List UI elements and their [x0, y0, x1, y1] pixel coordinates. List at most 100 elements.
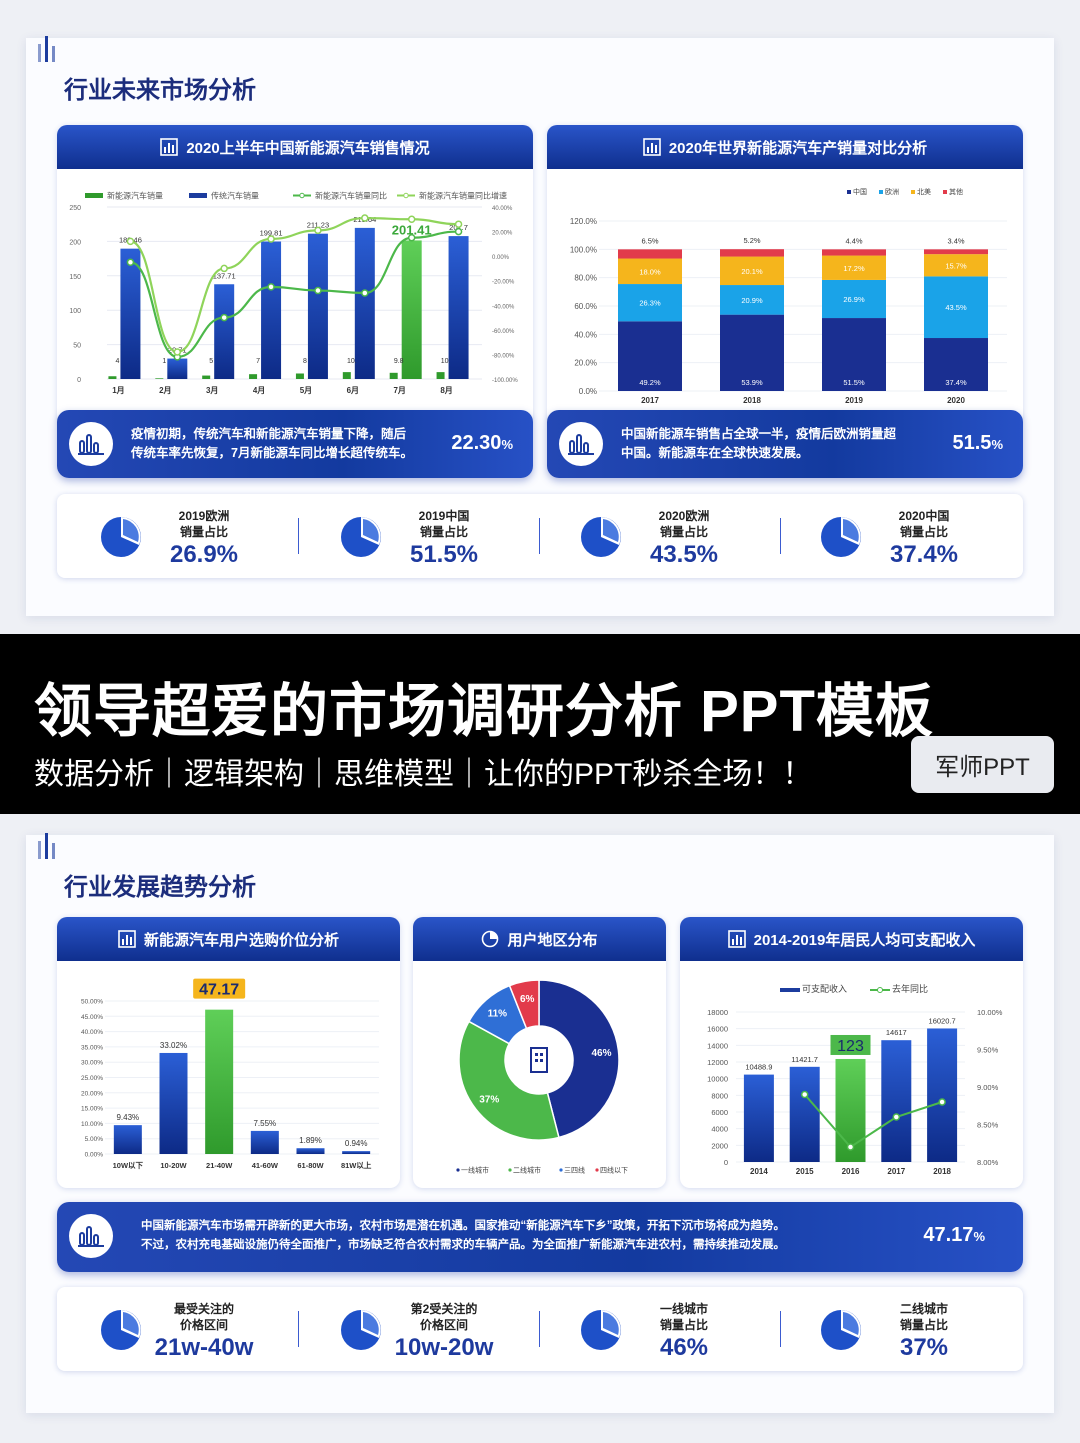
- bar-nev: [342, 372, 351, 379]
- y2-tick-label: 9.00%: [977, 1083, 999, 1092]
- stat-label: 第2受关注的: [410, 1302, 478, 1316]
- bar: [159, 1052, 188, 1154]
- insight-banner-right: 中国新能源车销售占全球一半，疫情后欧洲销量超 中国。新能源车在全球快速发展。 51…: [547, 410, 1023, 478]
- segment-label: 4.4%: [845, 236, 862, 245]
- y-tick-label: 50: [73, 343, 81, 350]
- panel-title: 2020上半年中国新能源汽车销售情况: [186, 139, 430, 157]
- insight-value: 22.30%: [451, 432, 513, 454]
- series-point: [361, 289, 369, 297]
- legend-label: 一线城市: [461, 1166, 489, 1175]
- x-tick-label: 2017: [641, 396, 659, 405]
- stat-card: 第2受关注的 价格区间 10w-20w: [297, 1287, 537, 1371]
- small-label: 4: [115, 358, 119, 365]
- series-point: [126, 237, 135, 246]
- y2-tick-label: -80.00%: [492, 353, 515, 359]
- data-label: 14617: [886, 1028, 907, 1037]
- panel-title: 用户地区分布: [507, 931, 598, 949]
- series-point: [267, 235, 275, 243]
- bar-nev: [202, 375, 211, 379]
- donut-slice: [508, 979, 540, 1030]
- insight-text: 疫情初期，传统汽车和新能源汽车销量下降，随后 传统车率先恢复，7月新能源车同比增长…: [131, 427, 413, 460]
- sales-combo-chart: 新能源汽车销量 传统汽车销量 新能源汽车销量同比 新能源汽车销量同比增速 0 50 100 1…: [69, 191, 518, 396]
- stat-label: 2020中国: [898, 509, 950, 523]
- y2-tick-label: 20.00%: [492, 231, 513, 237]
- building-icon: [535, 1053, 538, 1056]
- y2-tick-label: -40.00%: [492, 304, 515, 310]
- y-tick-label: 10.00%: [81, 1121, 103, 1128]
- bar-nev: [389, 372, 398, 379]
- series-point: [220, 264, 228, 273]
- stat-label: 价格区间: [179, 1318, 228, 1332]
- stacked-segment: [618, 258, 682, 285]
- bar-nev: [108, 376, 117, 379]
- series-point: [892, 1113, 901, 1121]
- y-tick-label: 100.0%: [570, 245, 597, 254]
- x-tick-label: 41-60W: [252, 1161, 279, 1170]
- y-tick-label: 0.0%: [579, 387, 597, 396]
- segment-label: 26.3%: [639, 299, 661, 308]
- panel-header: 2020年世界新能源汽车产销量对比分析: [547, 125, 1023, 169]
- y-tick-label: 8000: [711, 1091, 728, 1100]
- stat-label: 销量占比: [419, 525, 468, 539]
- data-label: 137.71: [213, 271, 236, 280]
- x-tick-label: 2017: [887, 1167, 905, 1176]
- stat-value: 37.4%: [889, 541, 959, 568]
- stats-row: 2019欧洲 销量占比 26.9% 2019中国 销量占比 51.5% 2020欧洲…: [57, 494, 1023, 578]
- y-tick-label: 250: [69, 205, 81, 212]
- stat-card: 2019欧洲 销量占比 26.9%: [57, 494, 297, 578]
- x-tick-label: 7月: [393, 386, 405, 395]
- y-tick-label: 12000: [707, 1058, 728, 1067]
- legend-label: 三四线: [564, 1166, 585, 1175]
- bar-traditional: [448, 236, 469, 379]
- legend-label: 北美: [917, 187, 931, 196]
- series-point: [454, 227, 463, 236]
- small-label: 1: [162, 358, 166, 365]
- small-label: 5: [209, 358, 213, 365]
- stat-value: 37%: [899, 1334, 949, 1361]
- stat-card: 一线城市 销量占比 46%: [537, 1287, 777, 1371]
- stat-label: 销量占比: [899, 1318, 948, 1332]
- segment-label: 6.5%: [641, 236, 658, 245]
- stacked-segment: [924, 254, 988, 277]
- insight-value: 47.17%: [923, 1224, 985, 1246]
- pie-chart-icon: [101, 1310, 141, 1350]
- legend-marker: [299, 192, 305, 199]
- y-tick-label: 35.00%: [81, 1044, 103, 1051]
- donut-slice: [458, 1020, 560, 1141]
- legend-label: 其他: [949, 187, 963, 196]
- section-title: 行业发展趋势分析: [64, 874, 256, 901]
- slide-market-future: 行业未来市场分析 2020上半年中国新能源汽车销售情况 新能源汽车销量 传统汽车销…: [26, 36, 1054, 616]
- chart-icon: [69, 1214, 113, 1258]
- legend-swatch: [508, 1168, 512, 1172]
- stat-label: 2019中国: [418, 509, 470, 523]
- y-tick-label: 45.00%: [81, 1014, 103, 1021]
- series-point: [314, 286, 322, 295]
- x-tick-label: 2018: [743, 396, 761, 405]
- bar-chart-icon: [643, 138, 661, 156]
- donut-hole: [507, 1028, 571, 1092]
- x-tick-label: 21-40W: [206, 1161, 233, 1170]
- building-icon: [540, 1053, 543, 1056]
- region-donut-chart: 46% 37% 11% 6% 一线城市 二线城市 三四线 四线以下: [456, 979, 628, 1175]
- y2-tick-label: 40.00%: [492, 206, 513, 212]
- stat-value: 10w-20w: [394, 1334, 494, 1361]
- stat-label: 2019欧洲: [178, 509, 230, 523]
- y2-tick-label: 8.50%: [977, 1121, 999, 1130]
- bar: [789, 1066, 820, 1162]
- x-tick-label: 2015: [796, 1167, 814, 1176]
- bar: [250, 1130, 279, 1154]
- legend-label: 欧洲: [885, 187, 899, 196]
- section-title: 行业未来市场分析: [64, 77, 256, 104]
- stat-card: 2020欧洲 销量占比 43.5%: [537, 494, 777, 578]
- bar-traditional: [307, 233, 328, 379]
- legend-swatch: [847, 190, 851, 194]
- y-tick-label: 6000: [711, 1108, 728, 1117]
- y2-tick-label: 8.00%: [977, 1158, 999, 1167]
- legend-label: 去年同比: [892, 983, 928, 994]
- legend-swatch: [456, 1168, 460, 1172]
- bar-traditional: [354, 227, 375, 379]
- x-tick-label: 2016: [842, 1167, 860, 1176]
- stacked-segment: [924, 338, 988, 391]
- small-label: 7: [256, 358, 260, 365]
- chart-icon: [69, 422, 113, 466]
